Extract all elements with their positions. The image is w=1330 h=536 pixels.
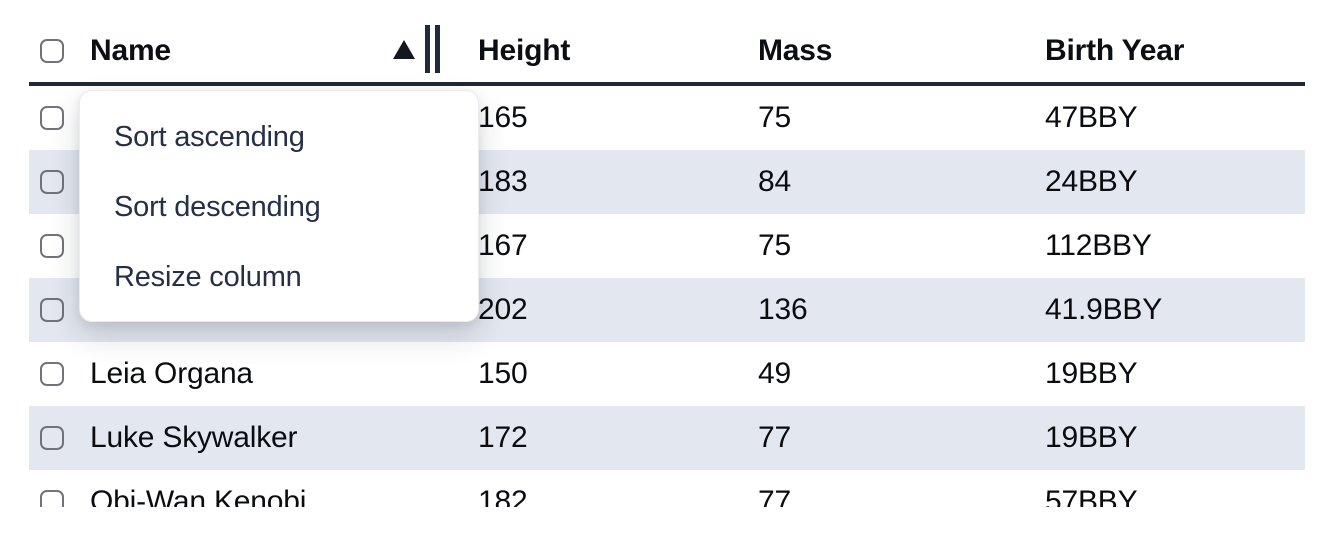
menu-item-sort-ascending[interactable]: Sort ascending xyxy=(114,121,305,153)
cell-height: 182 xyxy=(478,485,528,507)
cell-mass: 49 xyxy=(758,357,791,390)
column-header-height[interactable]: Height xyxy=(478,34,571,67)
sort-ascending-icon xyxy=(393,40,415,59)
menu-item-sort-descending[interactable]: Sort descending xyxy=(114,191,321,223)
menu-item-resize-column[interactable]: Resize column xyxy=(114,261,302,293)
cell-mass: 77 xyxy=(758,421,791,454)
table-row[interactable]: Obi-Wan Kenobi 182 77 57BBY xyxy=(29,470,1305,507)
cell-mass: 84 xyxy=(758,165,791,198)
cell-birth-year: 112BBY xyxy=(1045,229,1152,262)
row-checkbox[interactable] xyxy=(40,170,64,194)
cell-mass: 136 xyxy=(758,293,808,326)
column-resize-handle[interactable] xyxy=(425,25,440,73)
cell-name: Luke Skywalker xyxy=(90,421,298,454)
cell-height: 172 xyxy=(478,421,528,454)
column-context-menu: Sort ascending Sort descending Resize co… xyxy=(79,90,479,322)
data-table: Name Height Mass Birth Year 165 75 47BBY… xyxy=(29,0,1305,507)
cell-birth-year: 19BBY xyxy=(1045,421,1138,454)
cell-name: Obi-Wan Kenobi xyxy=(90,485,307,507)
table-row[interactable]: Leia Organa 150 49 19BBY xyxy=(29,342,1305,406)
cell-height: 150 xyxy=(478,357,528,390)
row-checkbox[interactable] xyxy=(40,234,64,258)
row-checkbox[interactable] xyxy=(40,106,64,130)
cell-height: 167 xyxy=(478,229,528,262)
cell-birth-year: 57BBY xyxy=(1045,485,1138,507)
column-header-birth-year[interactable]: Birth Year xyxy=(1045,34,1185,67)
cell-birth-year: 47BBY xyxy=(1045,101,1138,134)
column-header-name[interactable]: Name xyxy=(90,34,171,67)
cell-name: Leia Organa xyxy=(90,357,253,390)
select-all-checkbox[interactable] xyxy=(40,39,64,63)
row-checkbox[interactable] xyxy=(40,426,64,450)
cell-birth-year: 24BBY xyxy=(1045,165,1138,198)
column-header-mass[interactable]: Mass xyxy=(758,34,833,67)
cell-height: 183 xyxy=(478,165,528,198)
table-header-row: Name Height Mass Birth Year xyxy=(29,0,1305,86)
table-row[interactable]: Luke Skywalker 172 77 19BBY xyxy=(29,406,1305,470)
cell-mass: 75 xyxy=(758,229,791,262)
cell-height: 165 xyxy=(478,101,528,134)
cell-mass: 75 xyxy=(758,101,791,134)
cell-height: 202 xyxy=(478,293,528,326)
header-checkbox-cell xyxy=(29,39,90,63)
table-body: 165 75 47BBY 183 84 24BBY 167 75 112BBY xyxy=(29,86,1305,507)
row-checkbox[interactable] xyxy=(40,362,64,386)
cell-mass: 77 xyxy=(758,485,791,507)
cell-birth-year: 19BBY xyxy=(1045,357,1138,390)
cell-birth-year: 41.9BBY xyxy=(1045,293,1163,326)
row-checkbox[interactable] xyxy=(40,298,64,322)
row-checkbox[interactable] xyxy=(40,490,64,507)
